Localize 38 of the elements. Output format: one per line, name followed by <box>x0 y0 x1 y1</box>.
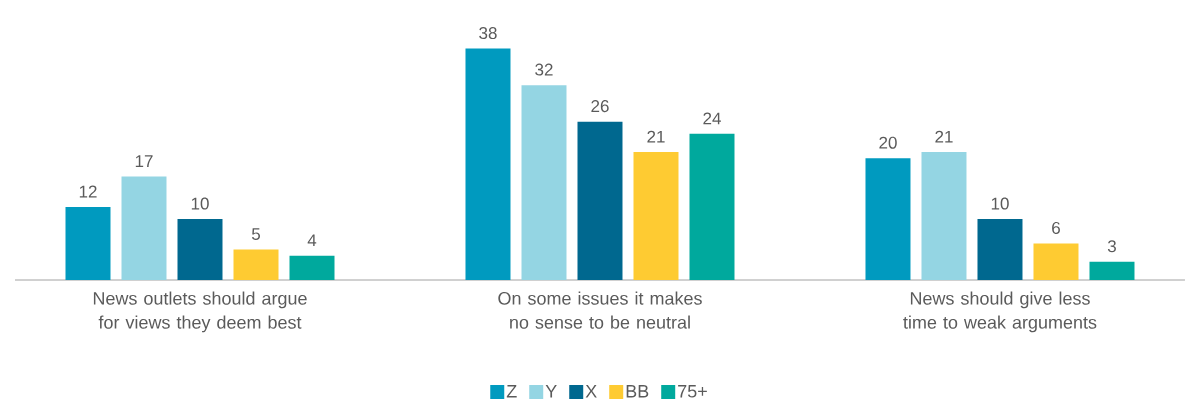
bar <box>521 85 567 280</box>
legend-label: Z <box>506 385 517 398</box>
legend-label: Y <box>545 385 557 398</box>
data-label: 38 <box>479 27 497 40</box>
bar <box>121 176 167 280</box>
bar <box>233 249 279 280</box>
legend-label: BB <box>626 385 649 398</box>
data-label: 12 <box>79 185 97 198</box>
bar <box>577 121 623 280</box>
data-label: 20 <box>879 136 897 149</box>
data-label: 32 <box>535 63 553 76</box>
data-label: 4 <box>307 234 317 247</box>
bar <box>921 152 967 280</box>
bar <box>977 219 1023 280</box>
data-label: 17 <box>135 155 153 167</box>
legend-label: X <box>585 385 597 398</box>
x-tick-label: News outlets should argue for views they deem best <box>93 291 307 333</box>
data-label: 5 <box>251 228 261 241</box>
bar <box>1089 261 1135 280</box>
bar <box>465 48 511 280</box>
data-label: 10 <box>991 197 1009 210</box>
data-label: 26 <box>591 100 609 113</box>
data-label: 6 <box>1052 221 1060 234</box>
data-label: 21 <box>647 130 665 143</box>
bar <box>633 152 679 280</box>
data-label: 24 <box>703 112 721 125</box>
bar <box>177 219 223 280</box>
bar <box>289 255 335 280</box>
data-label: 21 <box>935 130 953 143</box>
bar <box>865 158 911 280</box>
x-tick-label: News should give less time to weak arguments <box>903 291 1097 333</box>
bar <box>1033 243 1079 280</box>
data-label: 10 <box>191 197 209 210</box>
bar <box>689 133 735 280</box>
data-label: 3 <box>1107 240 1116 253</box>
x-tick-label: On some issues it makes no sense to be neutral <box>498 291 702 329</box>
legend-label: 75+ <box>678 385 707 398</box>
bar <box>65 206 111 280</box>
